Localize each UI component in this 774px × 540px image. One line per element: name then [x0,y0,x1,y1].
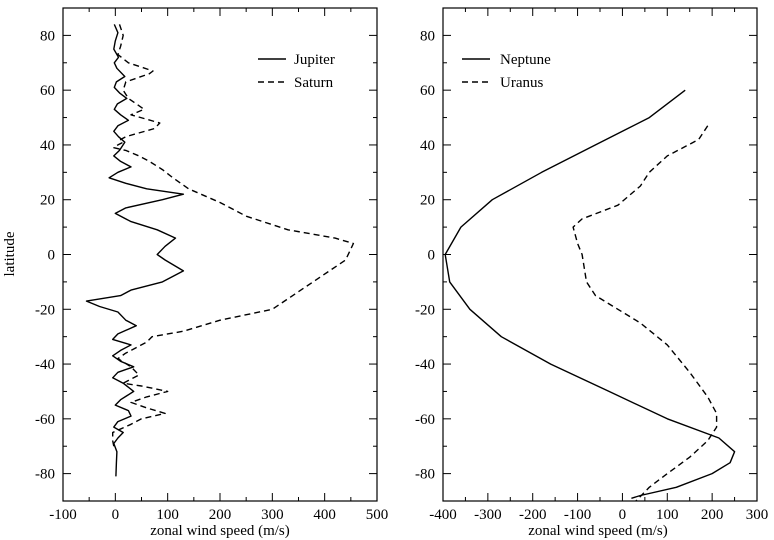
series-lines [444,89,736,502]
x-tick-label: -300 [474,507,502,523]
y-tick-label: 60 [420,83,435,99]
x-tick-label: 0 [112,507,120,523]
x-tick-label: 200 [701,507,724,523]
plot-frame [442,7,758,502]
legend-label-neptune: Neptune [500,52,551,68]
x-tick-label: -100 [564,507,592,523]
series-uranus-line [572,125,718,502]
x-tick-label: 200 [209,507,232,523]
legend-label-jupiter: Jupiter [294,52,335,68]
tick-labels: -100 0 100 200 300 400 500 -80 -60 -40 -20 0 20 40 60 8… [35,28,388,523]
legend: Jupiter Saturn [258,52,335,91]
x-tick-label: -400 [429,507,457,523]
x-tick-label: 300 [746,507,769,523]
y-tick-label: 60 [40,83,55,99]
series-saturn-line [111,24,355,447]
y-tick-label: 40 [40,138,55,154]
y-tick-label: 20 [40,193,55,209]
y-tick-label: 0 [428,248,436,264]
legend: Neptune Uranus [462,52,551,91]
chart-panel-right: -400 -300 -200 -100 0 100 200 300-80-60-40-2002… [415,7,768,539]
y-axis-label: latitude [2,231,18,276]
x-axis-label-right: zonal wind speed (m/s) [528,523,668,539]
y-tick-label: -80 [415,467,435,483]
legend-label-saturn: Saturn [294,75,334,91]
series-neptune-line [444,89,736,499]
y-tick-label: -80 [35,467,55,483]
x-tick-label: 500 [366,507,389,523]
x-tick-label: -200 [519,507,547,523]
y-tick-label: -60 [35,412,55,428]
series-lines [85,24,355,477]
y-tick-label: 0 [48,248,56,264]
x-tick-label: 0 [619,507,627,523]
y-tick-label: 80 [420,28,435,44]
tick-marks [62,7,378,502]
y-tick-label: 80 [40,28,55,44]
x-tick-label: 300 [261,507,284,523]
legend-label-uranus: Uranus [500,75,543,91]
y-tick-label: 20 [420,193,435,209]
chart-panel-left: -100 0 100 200 300 400 500 -80 -60 -40 -20 0 20 40 60 8… [2,7,388,539]
x-tick-label: 400 [313,507,336,523]
y-tick-label: -40 [35,357,55,373]
tick-marks [442,7,758,502]
x-tick-label: 100 [156,507,179,523]
series-jupiter-line [85,24,185,477]
y-tick-label: 40 [420,138,435,154]
y-tick-label: -20 [415,302,435,318]
x-axis-label-left: zonal wind speed (m/s) [150,523,290,539]
y-tick-label: -40 [415,357,435,373]
y-tick-label: -20 [35,302,55,318]
x-tick-label: -100 [49,507,77,523]
tick-labels: -400 -300 -200 -100 0 100 200 300-80-60-40-2002… [415,28,768,523]
x-tick-label: 100 [656,507,679,523]
y-tick-label: -60 [415,412,435,428]
